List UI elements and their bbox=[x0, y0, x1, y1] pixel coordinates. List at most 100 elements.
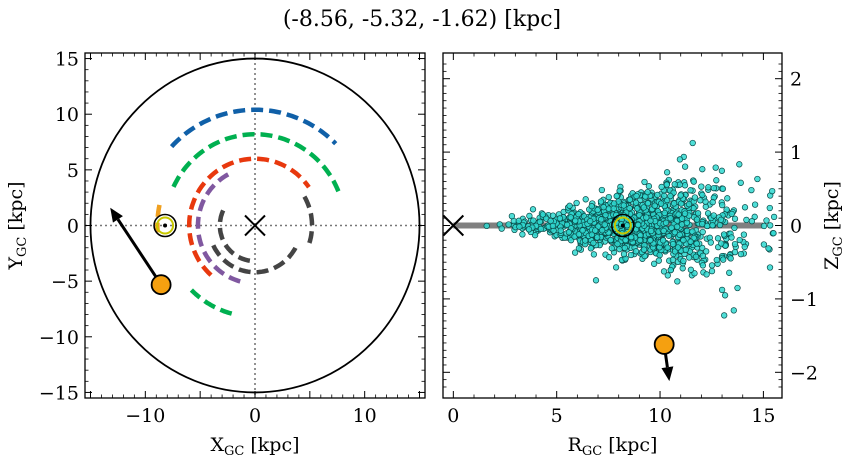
star-point bbox=[640, 246, 648, 253]
star-point bbox=[575, 245, 583, 252]
star-point bbox=[594, 234, 601, 241]
star-point bbox=[751, 213, 758, 220]
star-point bbox=[599, 227, 606, 234]
y-axis-label-rz: ZGC [kpc] bbox=[821, 181, 846, 270]
x-tick-label-rz: 0 bbox=[447, 405, 459, 427]
star-point bbox=[590, 251, 598, 258]
star-point bbox=[610, 205, 617, 212]
star-point bbox=[616, 187, 623, 194]
y-tick-label: 10 bbox=[55, 104, 79, 126]
star-point bbox=[647, 217, 654, 224]
object-arrow-head bbox=[110, 207, 123, 223]
sun-dot-rz bbox=[620, 223, 625, 228]
star-point bbox=[621, 244, 628, 252]
chart-title: (-8.56, -5.32, -1.62) [kpc] bbox=[283, 7, 561, 32]
star-point bbox=[675, 211, 682, 218]
star-point bbox=[664, 272, 671, 279]
star-point bbox=[680, 237, 687, 244]
star-point bbox=[651, 202, 658, 209]
star-point bbox=[708, 262, 716, 269]
x-tick-label-rz: 5 bbox=[551, 405, 563, 427]
spiral-arm-3 bbox=[189, 288, 233, 316]
star-point bbox=[728, 210, 735, 218]
star-point bbox=[557, 227, 564, 234]
object-arrow-head-rz bbox=[661, 366, 674, 382]
star-point bbox=[681, 210, 689, 217]
star-point bbox=[766, 204, 773, 212]
star-point bbox=[620, 250, 628, 258]
star-point bbox=[645, 183, 653, 190]
star-point bbox=[605, 254, 613, 261]
sun-inner-ring-rz bbox=[613, 216, 632, 235]
star-point bbox=[710, 184, 718, 192]
star-point bbox=[720, 256, 727, 263]
star-point bbox=[537, 225, 545, 233]
star-point bbox=[748, 186, 755, 194]
spiral-arm-4 bbox=[186, 156, 311, 277]
star-point bbox=[667, 266, 674, 274]
star-point bbox=[622, 236, 629, 244]
star-point bbox=[769, 187, 776, 195]
star-point bbox=[539, 211, 547, 218]
star-point bbox=[728, 234, 735, 241]
star-point bbox=[530, 217, 537, 224]
star-point bbox=[582, 237, 589, 244]
star-point bbox=[678, 215, 686, 222]
star-point bbox=[556, 215, 564, 222]
star-point bbox=[668, 224, 675, 231]
star-point bbox=[703, 271, 710, 278]
star-point bbox=[667, 215, 674, 222]
star-point bbox=[592, 277, 600, 284]
star-point bbox=[498, 225, 505, 232]
star-point bbox=[719, 201, 726, 209]
star-point bbox=[673, 223, 681, 230]
star-point bbox=[664, 244, 671, 251]
object-marker bbox=[150, 274, 172, 296]
star-point bbox=[605, 193, 612, 201]
star-point bbox=[592, 227, 599, 234]
star-point bbox=[575, 231, 583, 238]
star-point bbox=[693, 216, 701, 223]
star-point bbox=[681, 163, 689, 170]
star-point bbox=[730, 307, 737, 314]
star-point bbox=[579, 227, 586, 234]
star-point bbox=[529, 206, 537, 213]
star-point bbox=[721, 292, 729, 299]
star-point bbox=[663, 181, 670, 188]
star-point bbox=[670, 200, 678, 207]
spiral-arm-1 bbox=[169, 107, 338, 149]
star-point bbox=[702, 198, 709, 205]
star-point bbox=[483, 222, 490, 230]
star-point bbox=[594, 206, 601, 214]
x-tick-label-rz: 15 bbox=[751, 405, 775, 427]
star-point bbox=[676, 156, 684, 163]
star-point bbox=[587, 218, 594, 225]
star-point bbox=[760, 222, 768, 230]
star-point bbox=[573, 199, 580, 207]
star-point bbox=[647, 237, 654, 244]
star-point bbox=[658, 183, 665, 191]
star-point bbox=[635, 221, 642, 229]
x-tick-label: −10 bbox=[125, 405, 165, 427]
star-point bbox=[770, 230, 777, 237]
star-point bbox=[683, 227, 691, 235]
star-point bbox=[515, 217, 522, 224]
star-point bbox=[734, 284, 741, 292]
star-point bbox=[633, 192, 640, 200]
star-point bbox=[671, 181, 678, 188]
star-points bbox=[483, 139, 778, 319]
star-point bbox=[643, 214, 650, 221]
star-point bbox=[748, 218, 756, 225]
x-axis-label-rz: RGC [kpc] bbox=[568, 434, 658, 459]
star-point bbox=[767, 222, 774, 229]
star-point bbox=[549, 212, 557, 219]
star-point bbox=[598, 216, 605, 223]
star-point bbox=[627, 251, 635, 259]
star-point bbox=[682, 246, 689, 254]
star-point bbox=[662, 219, 670, 226]
spiral-arm-6 bbox=[302, 195, 315, 247]
star-point bbox=[661, 192, 668, 200]
star-point bbox=[674, 244, 682, 251]
star-point bbox=[505, 221, 512, 228]
